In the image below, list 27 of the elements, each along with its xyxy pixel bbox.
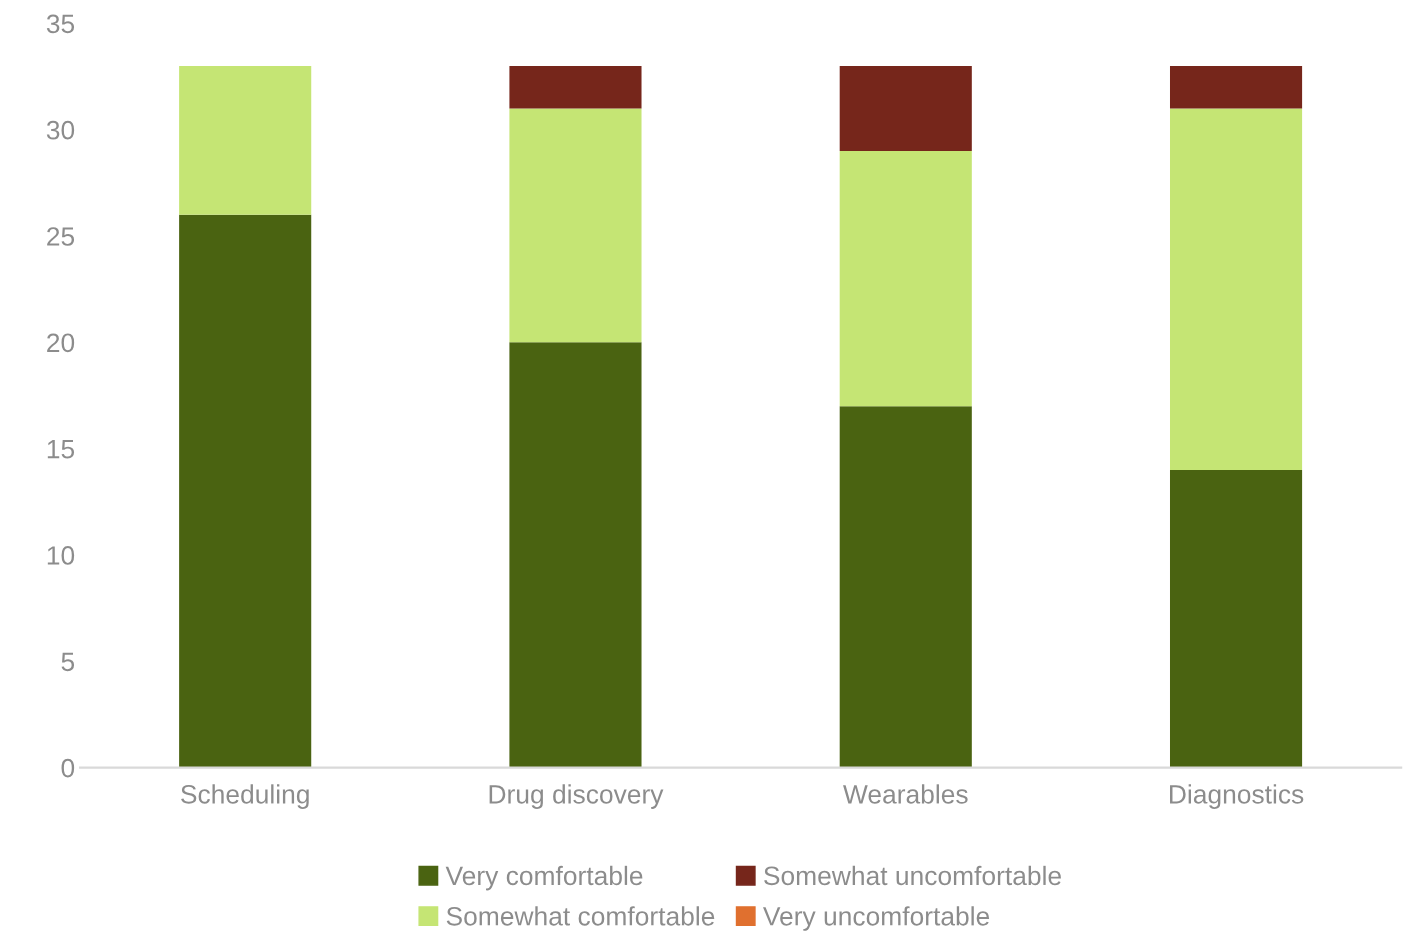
bar bbox=[179, 65, 312, 215]
y-tick-label: 0 bbox=[61, 758, 75, 778]
x-tick-label: Wearables bbox=[843, 784, 968, 804]
bar bbox=[509, 65, 642, 109]
y-tick-label: 15 bbox=[47, 440, 75, 459]
legend-label: Very uncomfortable bbox=[763, 906, 990, 931]
bar bbox=[839, 150, 972, 407]
y-tick-label: 30 bbox=[46, 120, 75, 140]
legend-label: Somewhat comfortable bbox=[446, 906, 715, 926]
y-tick-label: 25 bbox=[47, 227, 75, 246]
x-tick-label: Diagnostics bbox=[1170, 784, 1304, 809]
legend-label: Very comfortable bbox=[445, 865, 643, 891]
legend-label: Somewhat uncomfortable bbox=[764, 865, 1061, 886]
bar bbox=[1169, 65, 1303, 109]
y-tick-label: 35 bbox=[46, 14, 75, 34]
bar bbox=[839, 65, 972, 151]
y-tick-label: 20 bbox=[47, 333, 75, 353]
bar bbox=[839, 406, 972, 768]
bar bbox=[1169, 108, 1303, 470]
y-tick-label: 10 bbox=[47, 546, 75, 565]
x-tick-label: Scheduling bbox=[181, 784, 309, 809]
bar bbox=[509, 342, 642, 768]
x-tick-label: Drug discovery bbox=[489, 784, 664, 809]
y-tick-label: 5 bbox=[61, 652, 75, 672]
bar bbox=[509, 108, 642, 343]
bar bbox=[1169, 469, 1303, 768]
bar bbox=[179, 214, 312, 768]
